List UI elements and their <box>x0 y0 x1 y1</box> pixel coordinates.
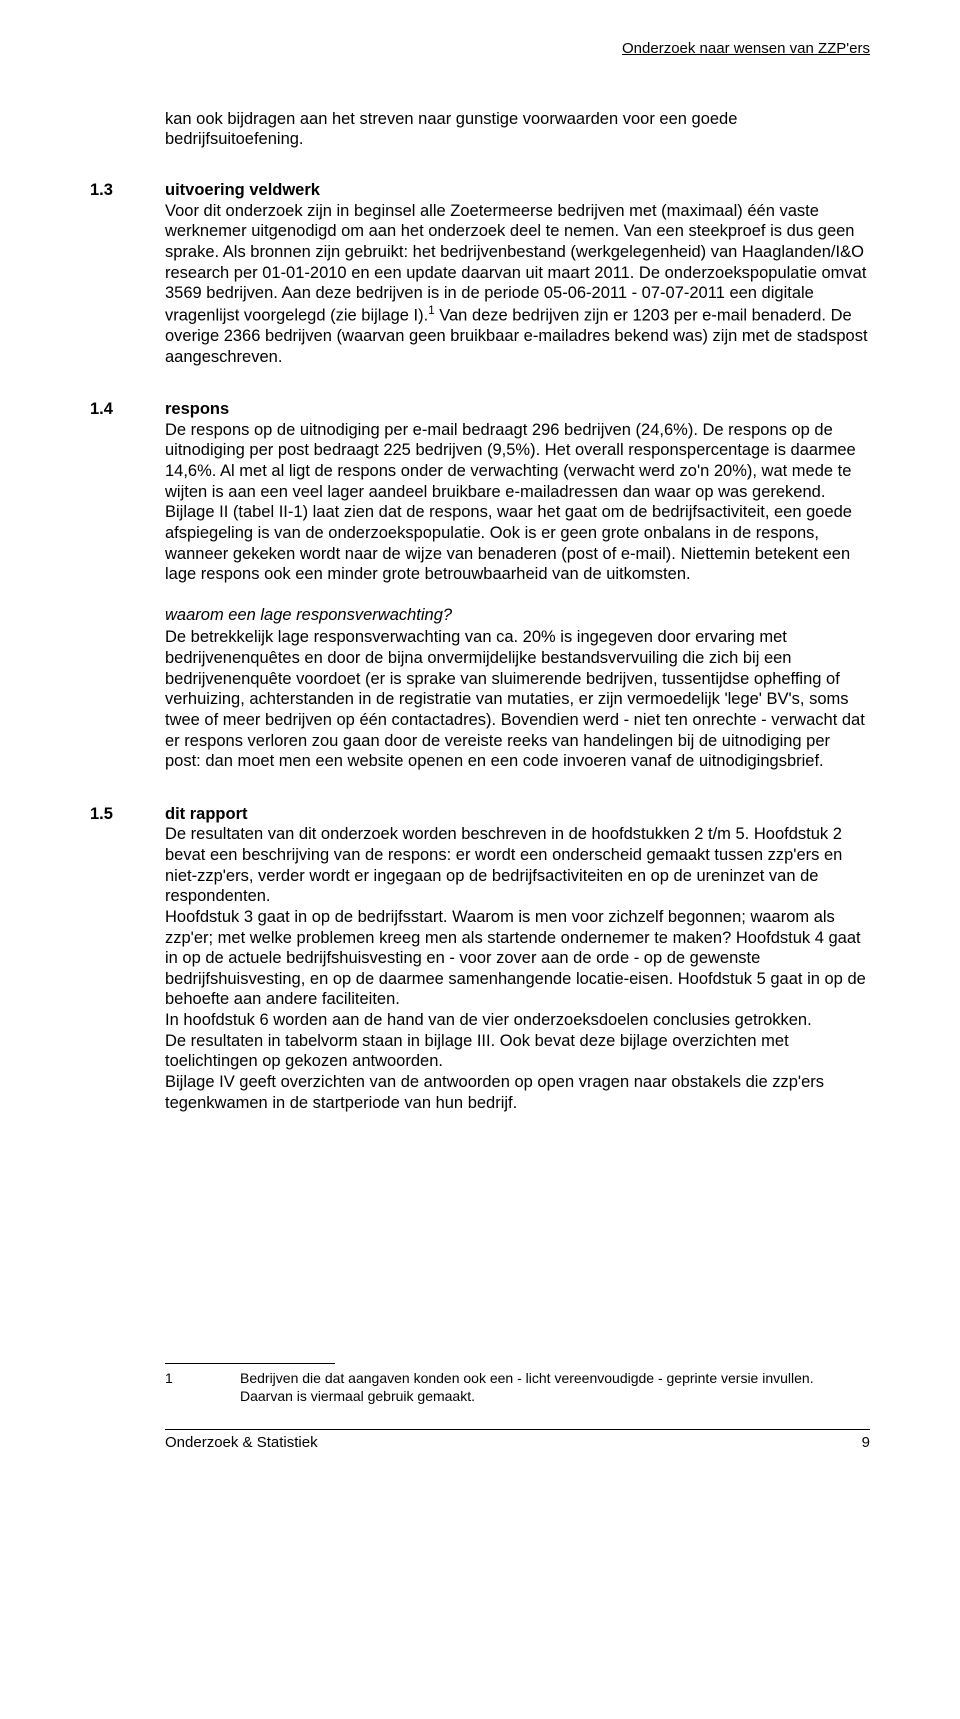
footer-left: Onderzoek & Statistiek <box>165 1434 318 1453</box>
section-number: 1.4 <box>90 399 165 420</box>
footnote: 1 Bedrijven die dat aangaven konden ook … <box>165 1370 870 1405</box>
section-title: respons <box>165 399 229 420</box>
footnote-text: Bedrijven die dat aangaven konden ook ee… <box>240 1370 870 1405</box>
section-body: De respons op de uitnodiging per e-mail … <box>165 420 870 585</box>
running-header: Onderzoek naar wensen van ZZP'ers <box>90 40 870 59</box>
section-number: 1.5 <box>90 804 165 825</box>
footnote-number: 1 <box>165 1370 240 1405</box>
intro-paragraph: kan ook bijdragen aan het streven naar g… <box>165 109 870 150</box>
page-footer: Onderzoek & Statistiek 9 <box>165 1434 870 1453</box>
footer-separator <box>165 1429 870 1430</box>
section-body: Voor dit onderzoek zijn in beginsel alle… <box>165 201 870 368</box>
section-1-3: 1.3 uitvoering veldwerk Voor dit onderzo… <box>90 180 870 367</box>
section-title: uitvoering veldwerk <box>165 180 320 201</box>
footer-page-number: 9 <box>862 1434 870 1453</box>
subsection-body: De betrekkelijk lage responsverwachting … <box>165 627 870 771</box>
section-1-4: 1.4 respons De respons op de uitnodiging… <box>90 399 870 772</box>
footnote-separator <box>165 1363 335 1364</box>
section-number: 1.3 <box>90 180 165 201</box>
subsection-title: waarom een lage responsverwachting? <box>165 605 870 626</box>
section-1-5: 1.5 dit rapport De resultaten van dit on… <box>90 804 870 1113</box>
section-title: dit rapport <box>165 804 248 825</box>
section-body: De resultaten van dit onderzoek worden b… <box>165 824 870 1113</box>
